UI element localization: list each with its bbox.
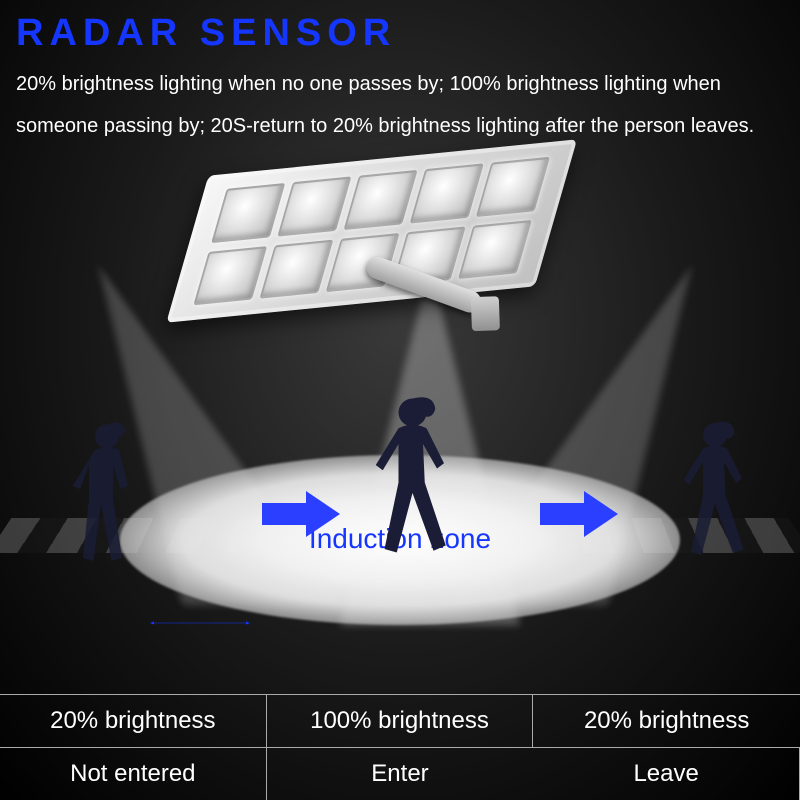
state-cell-not-entered: Not entered	[0, 748, 267, 800]
induction-zone-line	[150, 621, 250, 625]
person-not-entered-icon	[65, 420, 155, 570]
led-cell	[193, 246, 267, 306]
person-leave-icon	[670, 420, 760, 570]
led-cell	[476, 157, 550, 217]
brightness-cell-leave: 20% brightness	[533, 695, 800, 747]
led-cell	[458, 219, 532, 279]
led-cell	[211, 183, 285, 243]
feature-description: 20% brightness lighting when no one pass…	[0, 63, 800, 147]
brightness-cell-enter: 100% brightness	[267, 695, 534, 747]
state-cell-leave: Leave	[533, 748, 800, 800]
illustration-scene: Induction zone	[0, 150, 800, 685]
state-table: 20% brightness 100% brightness 20% brigh…	[0, 694, 800, 800]
lamp-bracket	[471, 296, 500, 331]
direction-arrow-icon	[262, 491, 340, 537]
brightness-cell-not-entered: 20% brightness	[0, 695, 267, 747]
led-cell	[344, 170, 418, 230]
led-grid	[193, 157, 550, 305]
led-cell	[410, 163, 484, 223]
person-enter-icon	[360, 395, 465, 570]
page-title: RADAR SENSOR	[0, 0, 800, 63]
lamp-panel	[166, 139, 577, 322]
direction-arrow-icon	[540, 491, 618, 537]
led-cell	[260, 239, 334, 299]
led-cell	[277, 176, 351, 236]
state-cell-enter: Enter	[267, 748, 534, 800]
